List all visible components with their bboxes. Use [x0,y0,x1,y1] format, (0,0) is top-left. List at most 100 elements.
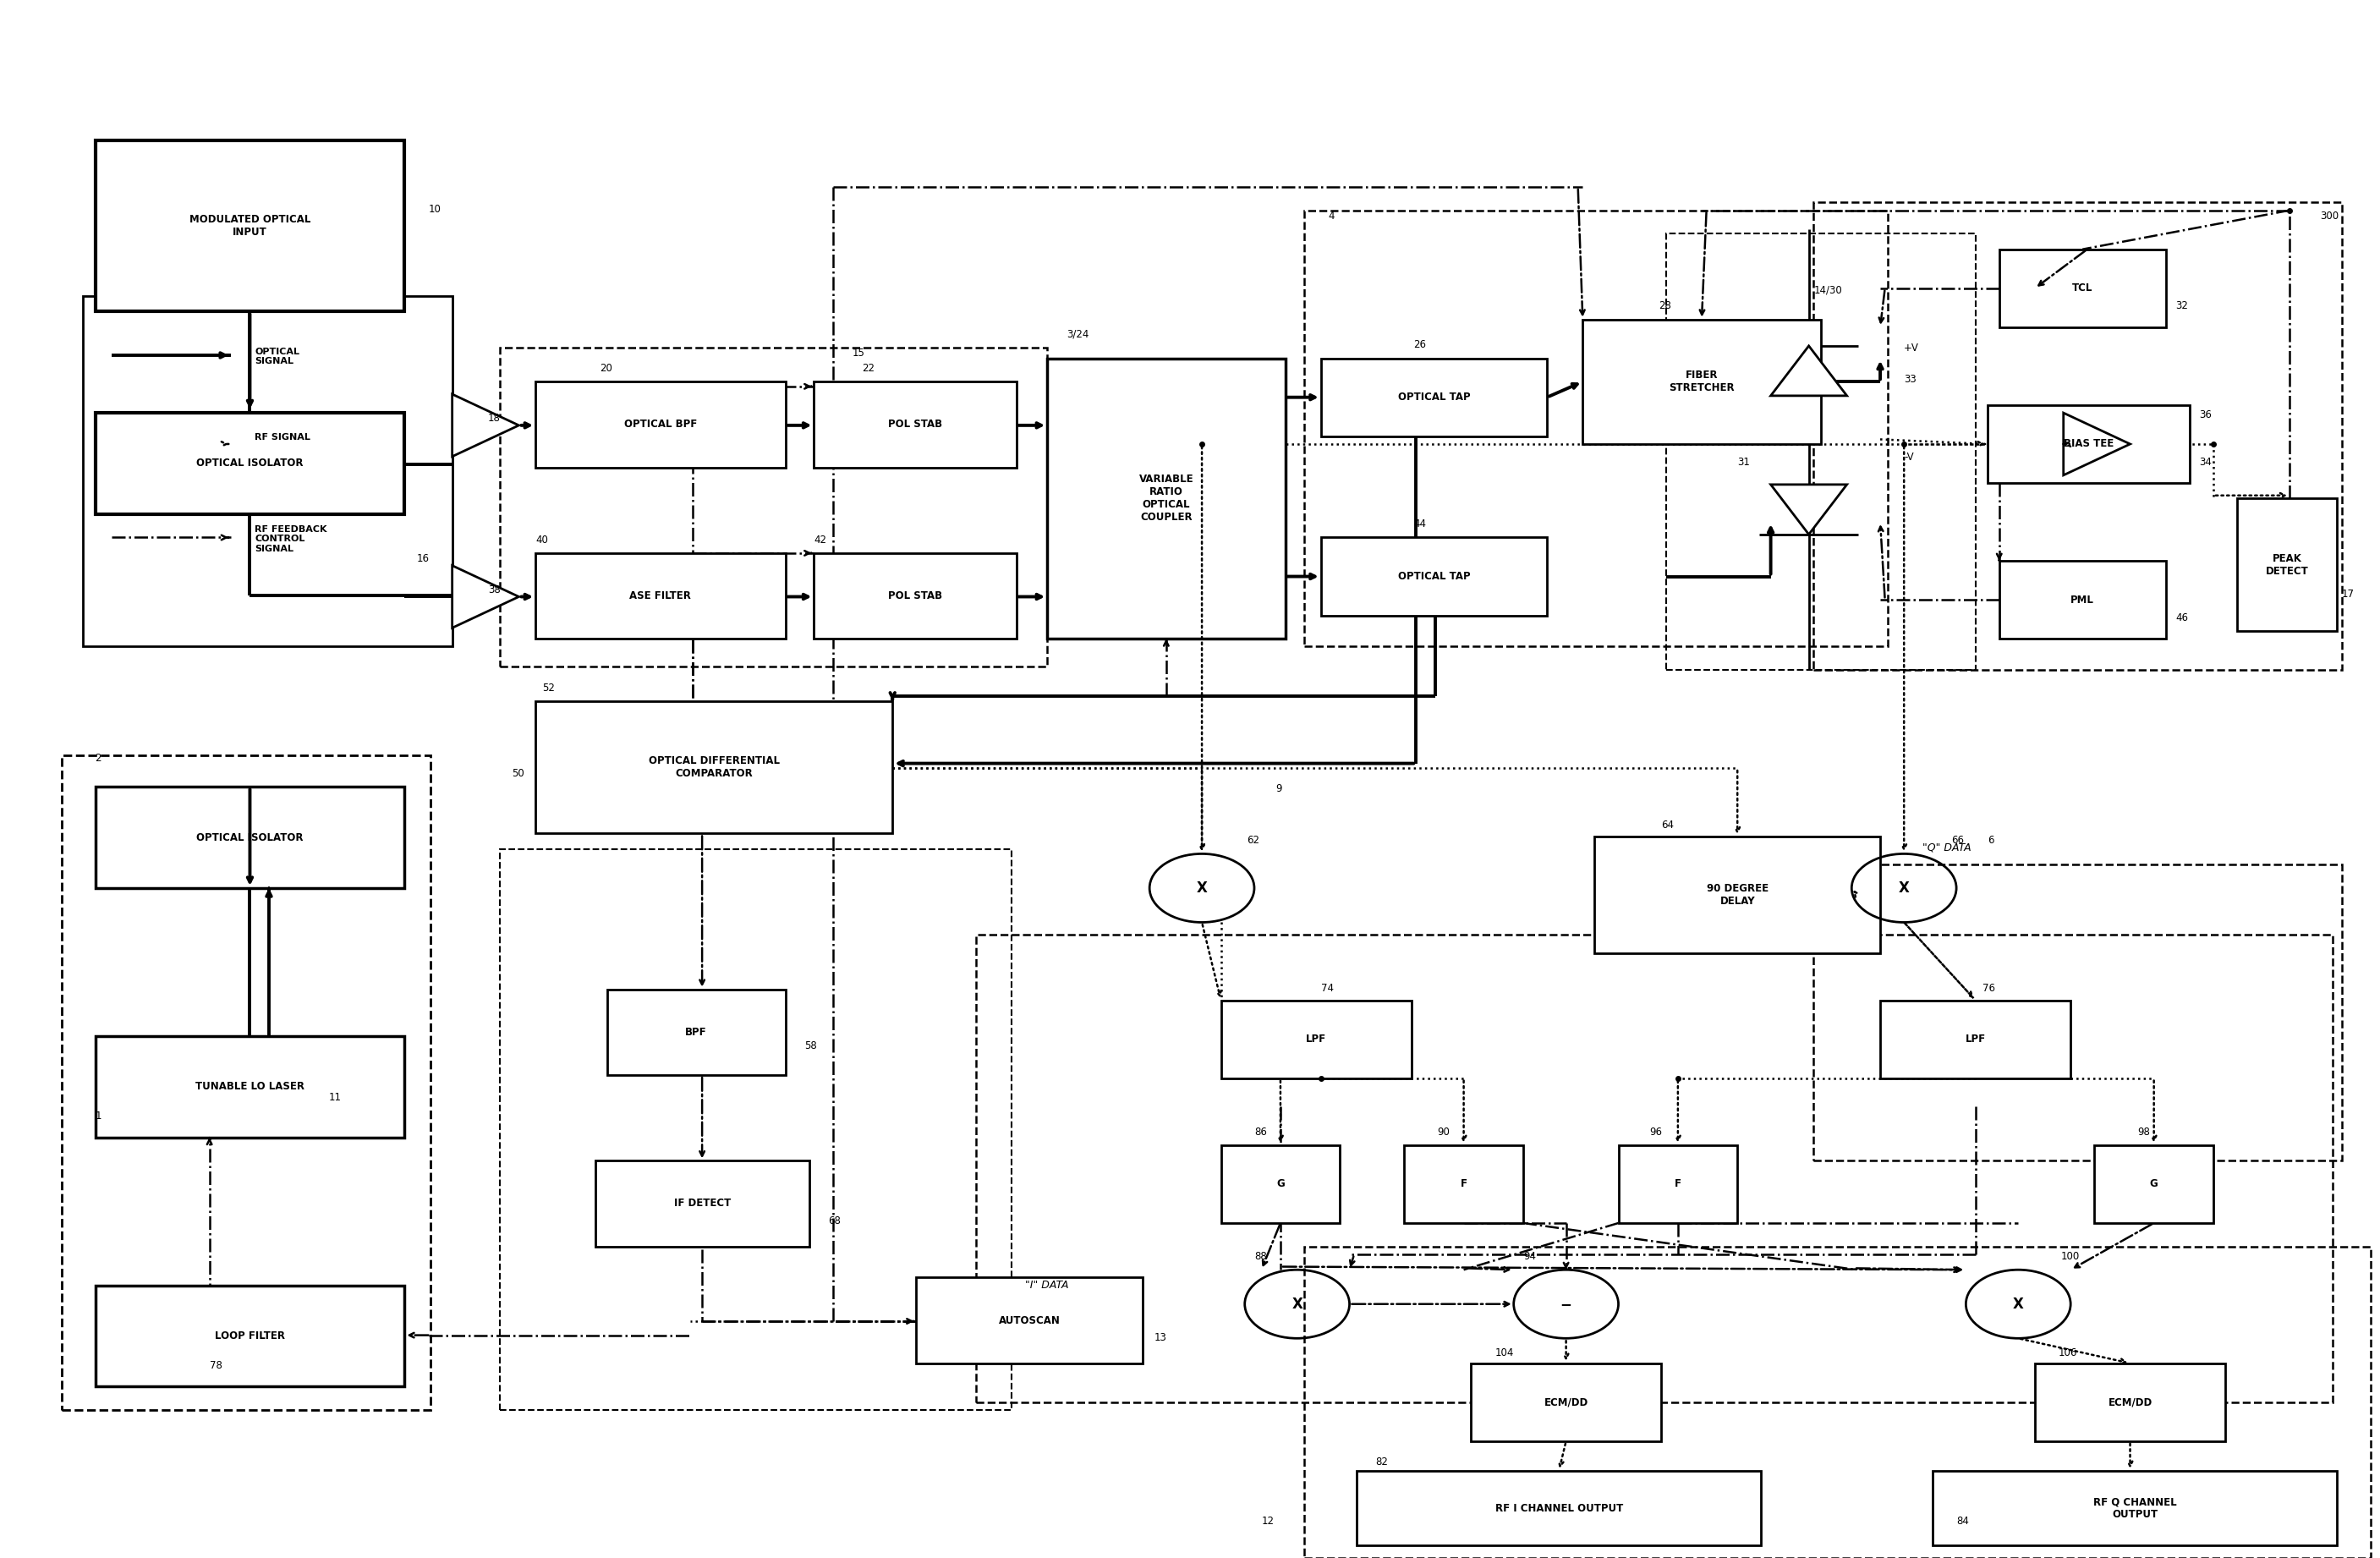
Text: 86: 86 [1254,1126,1266,1137]
Text: PML: PML [2071,594,2094,606]
Text: MODULATED OPTICAL
INPUT: MODULATED OPTICAL INPUT [190,213,309,238]
Text: 96: 96 [1649,1126,1661,1137]
Text: 44: 44 [1414,519,1426,530]
FancyBboxPatch shape [1999,249,2166,327]
Polygon shape [452,566,519,628]
Text: 12: 12 [1261,1516,1273,1527]
FancyBboxPatch shape [1583,319,1821,444]
Text: 22: 22 [862,363,873,374]
Text: 33: 33 [1904,374,1916,385]
Text: 31: 31 [1737,456,1749,467]
FancyBboxPatch shape [814,553,1016,639]
Text: OPTICAL ISOLATOR: OPTICAL ISOLATOR [198,832,302,843]
Text: 98: 98 [2137,1126,2149,1137]
Text: 100: 100 [2061,1251,2080,1262]
Text: OPTICAL TAP: OPTICAL TAP [1397,570,1471,583]
Polygon shape [2063,413,2130,475]
FancyBboxPatch shape [1221,1145,1340,1223]
Text: RF Q CHANNEL
OUTPUT: RF Q CHANNEL OUTPUT [2092,1496,2178,1521]
Text: BPF: BPF [685,1027,707,1038]
Text: LPF: LPF [1966,1033,1985,1045]
Polygon shape [1771,346,1847,396]
Text: 15: 15 [852,347,864,358]
FancyBboxPatch shape [95,787,405,888]
Text: X: X [1292,1296,1302,1312]
Text: 106: 106 [2059,1348,2078,1359]
Text: 20: 20 [600,363,612,374]
FancyBboxPatch shape [95,413,405,514]
Text: "I" DATA: "I" DATA [1026,1279,1069,1292]
Text: 13: 13 [1154,1332,1166,1343]
Text: 62: 62 [1247,835,1259,846]
Text: 4: 4 [1328,210,1335,221]
Polygon shape [1771,485,1847,534]
Text: X: X [1197,880,1207,896]
Text: ECM/DD: ECM/DD [1545,1396,1587,1408]
FancyBboxPatch shape [1987,405,2190,483]
FancyBboxPatch shape [536,382,785,467]
Text: 10: 10 [428,204,440,215]
Text: TCL: TCL [2073,282,2092,294]
Text: +V: +V [1904,343,1918,354]
Text: 34: 34 [2199,456,2211,467]
Text: 6: 6 [1987,835,1994,846]
Text: 40: 40 [536,534,547,545]
Text: 94: 94 [1523,1251,1535,1262]
FancyBboxPatch shape [95,140,405,312]
Text: 38: 38 [488,584,500,595]
FancyBboxPatch shape [2094,1145,2213,1223]
Text: 300: 300 [2320,210,2340,221]
Text: 36: 36 [2199,410,2211,421]
Text: LOOP FILTER: LOOP FILTER [214,1331,286,1341]
Text: VARIABLE
RATIO
OPTICAL
COUPLER: VARIABLE RATIO OPTICAL COUPLER [1140,474,1192,523]
Text: 76: 76 [1983,983,1994,994]
Text: TUNABLE LO LASER: TUNABLE LO LASER [195,1081,305,1092]
Text: OPTICAL DIFFERENTIAL
COMPARATOR: OPTICAL DIFFERENTIAL COMPARATOR [647,756,781,779]
FancyBboxPatch shape [1357,1471,1761,1546]
FancyBboxPatch shape [1595,837,1880,953]
Text: 52: 52 [543,682,555,693]
Text: AUTOSCAN: AUTOSCAN [1000,1315,1059,1326]
FancyBboxPatch shape [95,1036,405,1137]
Text: 11: 11 [328,1092,340,1103]
Text: 28: 28 [1659,301,1671,312]
Text: OPTICAL BPF: OPTICAL BPF [624,419,697,430]
FancyBboxPatch shape [536,701,892,834]
Text: POL STAB: POL STAB [888,590,942,601]
Text: OPTICAL ISOLATOR: OPTICAL ISOLATOR [198,458,302,469]
Text: OPTICAL
SIGNAL: OPTICAL SIGNAL [255,347,300,366]
Text: FIBER
STRETCHER: FIBER STRETCHER [1668,369,1735,394]
Text: F: F [1461,1178,1466,1190]
FancyBboxPatch shape [1618,1145,1737,1223]
Text: 42: 42 [814,534,826,545]
Text: 46: 46 [2175,612,2187,623]
Text: G: G [2149,1178,2159,1190]
Text: 82: 82 [1376,1457,1388,1468]
Text: 1: 1 [95,1111,102,1122]
Polygon shape [452,394,519,456]
Text: 2: 2 [95,753,102,763]
Text: 90: 90 [1438,1126,1449,1137]
Text: 64: 64 [1661,820,1673,830]
Text: 78: 78 [209,1360,221,1371]
FancyBboxPatch shape [536,553,785,639]
Text: -V: -V [1904,452,1914,463]
Text: POL STAB: POL STAB [888,419,942,430]
Text: 104: 104 [1495,1348,1514,1359]
Text: 9: 9 [1276,784,1283,795]
FancyBboxPatch shape [1321,538,1547,615]
Text: BIAS TEE: BIAS TEE [2063,438,2113,450]
FancyBboxPatch shape [1221,1000,1411,1078]
Text: 18: 18 [488,413,500,424]
Text: ECM/DD: ECM/DD [2109,1396,2152,1408]
FancyBboxPatch shape [814,382,1016,467]
FancyBboxPatch shape [2035,1363,2225,1441]
FancyBboxPatch shape [1880,1000,2071,1078]
Text: "Q" DATA: "Q" DATA [1923,841,1971,854]
FancyBboxPatch shape [1404,1145,1523,1223]
Text: 90 DEGREE
DELAY: 90 DEGREE DELAY [1706,883,1768,907]
Text: LPF: LPF [1307,1033,1326,1045]
Text: 84: 84 [1956,1516,1968,1527]
Text: OPTICAL TAP: OPTICAL TAP [1397,391,1471,404]
Text: −: − [1561,1296,1571,1312]
